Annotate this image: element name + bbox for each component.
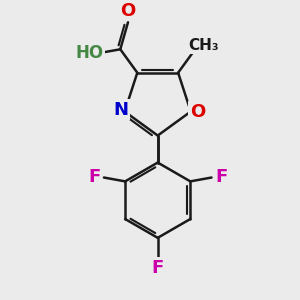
Text: N: N xyxy=(113,100,128,118)
Text: CH₃: CH₃ xyxy=(188,38,219,52)
Text: F: F xyxy=(152,259,164,277)
Text: HO: HO xyxy=(75,44,103,62)
Text: F: F xyxy=(88,168,100,186)
Text: O: O xyxy=(120,2,136,20)
Text: F: F xyxy=(215,168,227,186)
Text: O: O xyxy=(190,103,205,121)
